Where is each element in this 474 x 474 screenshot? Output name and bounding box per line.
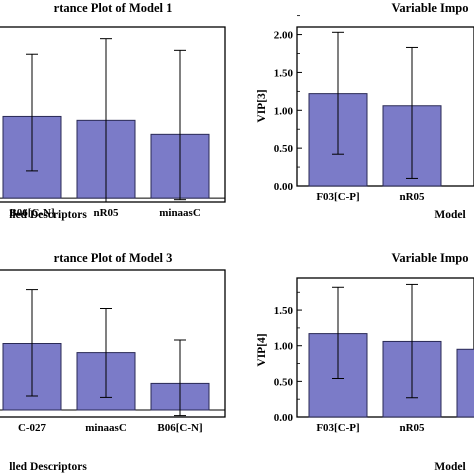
y-tick-label: 0.50 [274, 143, 294, 155]
y-tick-label: 0.00 [274, 181, 294, 193]
x-tick-label: nR05 [399, 422, 425, 434]
chart-model-1: B06[C-N] nR05 minaasC rtance Plot of Model … [0, 1, 226, 221]
y-tick-label: 1.00 [274, 341, 294, 353]
y-tick-label: 2.00 [274, 30, 294, 42]
y-tick-label: 0.00 [274, 412, 294, 424]
x-tick-label: C-027 [18, 422, 47, 434]
y-axis-label: VIP[4] [256, 333, 268, 366]
y-tick-label: 0.50 [274, 376, 294, 388]
x-axis-label: lled Descriptors [9, 461, 87, 473]
bar [456, 348, 474, 418]
chart-model-3: C-027 minaasC B06[C-N] rtance Plot of Model… [0, 251, 226, 473]
x-tick-label: B06[C-N] [157, 422, 202, 434]
x-tick-label: B06[C-N] [9, 207, 54, 219]
x-axis-label: lled Descriptors [9, 209, 87, 221]
x-tick-label: minaasC [85, 422, 127, 434]
x-tick-label: F03[C-P] [316, 422, 359, 434]
x-axis-label: Model [434, 209, 465, 221]
y-tick-label: 1.50 [274, 67, 294, 79]
x-tick-label: minaasC [159, 207, 201, 219]
chart-vip-3: 0.00 0.50 1.00 1.50 2.00 VIP[3] F03[C-P] nR05 Va… [256, 1, 474, 221]
chart-title: rtance Plot of Model 3 [54, 251, 173, 265]
y-tick-label: 1.50 [274, 305, 294, 317]
y-tick-label: 1.00 [274, 105, 294, 117]
chart-title: Variable Impo [392, 251, 469, 265]
x-tick-label: nR05 [93, 207, 119, 219]
x-tick-label: F03[C-P] [316, 191, 359, 203]
plot-frame [0, 269, 226, 418]
y-axis-label: VIP[3] [256, 89, 268, 122]
chart-vip-4: 0.000.501.001.50VIP[4]F03[C-P]nR05IVaria… [256, 251, 474, 473]
x-tick-label: nR05 [399, 191, 425, 203]
x-axis-label: Model [434, 461, 465, 473]
chart-title: rtance Plot of Model 1 [54, 1, 173, 15]
chart-title: Variable Impo [392, 1, 469, 15]
